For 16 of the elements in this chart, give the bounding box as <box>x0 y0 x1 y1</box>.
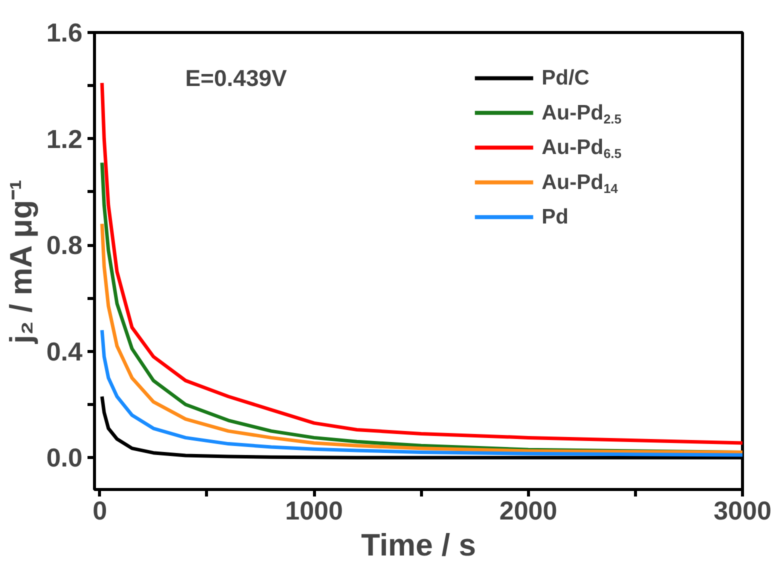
text: 0.0 <box>46 442 83 473</box>
x-tick-label: 0 <box>92 496 108 526</box>
legend-label: Pd/C <box>542 66 590 90</box>
legend-label: Pd <box>542 206 568 229</box>
y-tick-label: 0.4 <box>46 336 84 366</box>
line-series <box>100 222 742 454</box>
annotation: E=0.439V <box>185 65 288 92</box>
y-tick-label: 0.8 <box>46 230 83 260</box>
x-axis-title: Time / s <box>361 528 476 562</box>
y-tick-label: 1.2 <box>46 124 83 154</box>
y-tick-label: 1.6 <box>46 18 83 48</box>
x-tick-label: 3000 <box>714 496 772 526</box>
line-series <box>100 328 742 457</box>
y-axis-title: j₂ / mA μg⁻¹ <box>3 180 38 345</box>
x-tick-label: 2000 <box>499 496 558 526</box>
x-tick-label: 1000 <box>285 496 343 526</box>
